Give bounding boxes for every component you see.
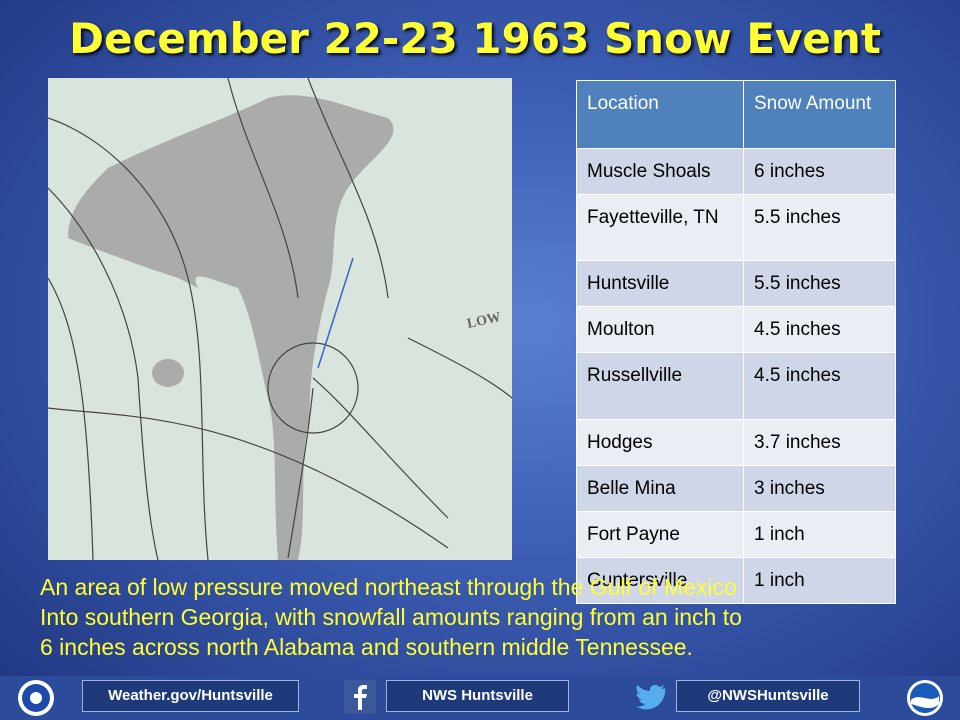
table-row: Guntersville 1 inch xyxy=(576,557,896,604)
caption-line: An area of low pressure moved northeast … xyxy=(40,574,737,600)
footer-link[interactable]: Weather.gov/Huntsville xyxy=(82,680,299,712)
table-cell: 3.7 inches xyxy=(743,419,896,466)
table-header-row: Location Snow Amount xyxy=(576,80,896,149)
table-cell: 4.5 inches xyxy=(743,306,896,353)
map-label: LOW xyxy=(466,310,503,332)
nws-logo xyxy=(18,680,54,716)
twitter-icon[interactable] xyxy=(634,680,668,714)
caption-line: Into southern Georgia, with snowfall amo… xyxy=(40,604,742,630)
table-row: Hodges 3.7 inches xyxy=(576,419,896,466)
table-row: Moulton 4.5 inches xyxy=(576,306,896,353)
table-cell: Muscle Shoals xyxy=(576,148,744,195)
weather-map: LOW xyxy=(48,78,512,560)
table-row: Russellville 4.5 inches xyxy=(576,352,896,420)
table-cell: 5.5 inches xyxy=(743,194,896,261)
footer-link[interactable]: @NWSHuntsville xyxy=(676,680,860,712)
table-cell: 1 inch xyxy=(743,511,896,558)
table-row: Fort Payne 1 inch xyxy=(576,511,896,558)
table-cell: Fort Payne xyxy=(576,511,744,558)
footer-link[interactable]: NWS Huntsville xyxy=(386,680,569,712)
table-cell: 4.5 inches xyxy=(743,352,896,420)
table-cell: 5.5 inches xyxy=(743,260,896,307)
table-row: Huntsville 5.5 inches xyxy=(576,260,896,307)
table-cell: Fayetteville, TN xyxy=(576,194,744,261)
title: December 22-23 1963 Snow Event xyxy=(69,14,881,63)
caption: An area of low pressure moved northeast … xyxy=(40,572,742,662)
snow-table: Location Snow Amount Muscle Shoals 6 inches… xyxy=(576,80,896,604)
table-cell: Guntersville xyxy=(576,557,744,604)
table-cell: Russellville xyxy=(576,352,744,420)
facebook-icon[interactable] xyxy=(344,680,376,714)
header-cell: Snow Amount xyxy=(743,80,896,149)
header-cell: Location xyxy=(576,80,744,149)
table-cell: Hodges xyxy=(576,419,744,466)
caption-line: 6 inches across north Alabama and southe… xyxy=(40,634,693,660)
table-cell: Belle Mina xyxy=(576,465,744,512)
table-row: Belle Mina 3 inches xyxy=(576,465,896,512)
table-cell: 1 inch xyxy=(743,557,896,604)
table-row: Muscle Shoals 6 inches xyxy=(576,148,896,195)
table-cell: Huntsville xyxy=(576,260,744,307)
noaa-logo xyxy=(907,680,943,716)
table-cell: 3 inches xyxy=(743,465,896,512)
table-cell: 6 inches xyxy=(743,148,896,195)
footer: Weather.gov/Huntsville NWS Huntsville @NWS… xyxy=(0,676,960,720)
table-row: Fayetteville, TN 5.5 inches xyxy=(576,194,896,261)
table-cell: Moulton xyxy=(576,306,744,353)
